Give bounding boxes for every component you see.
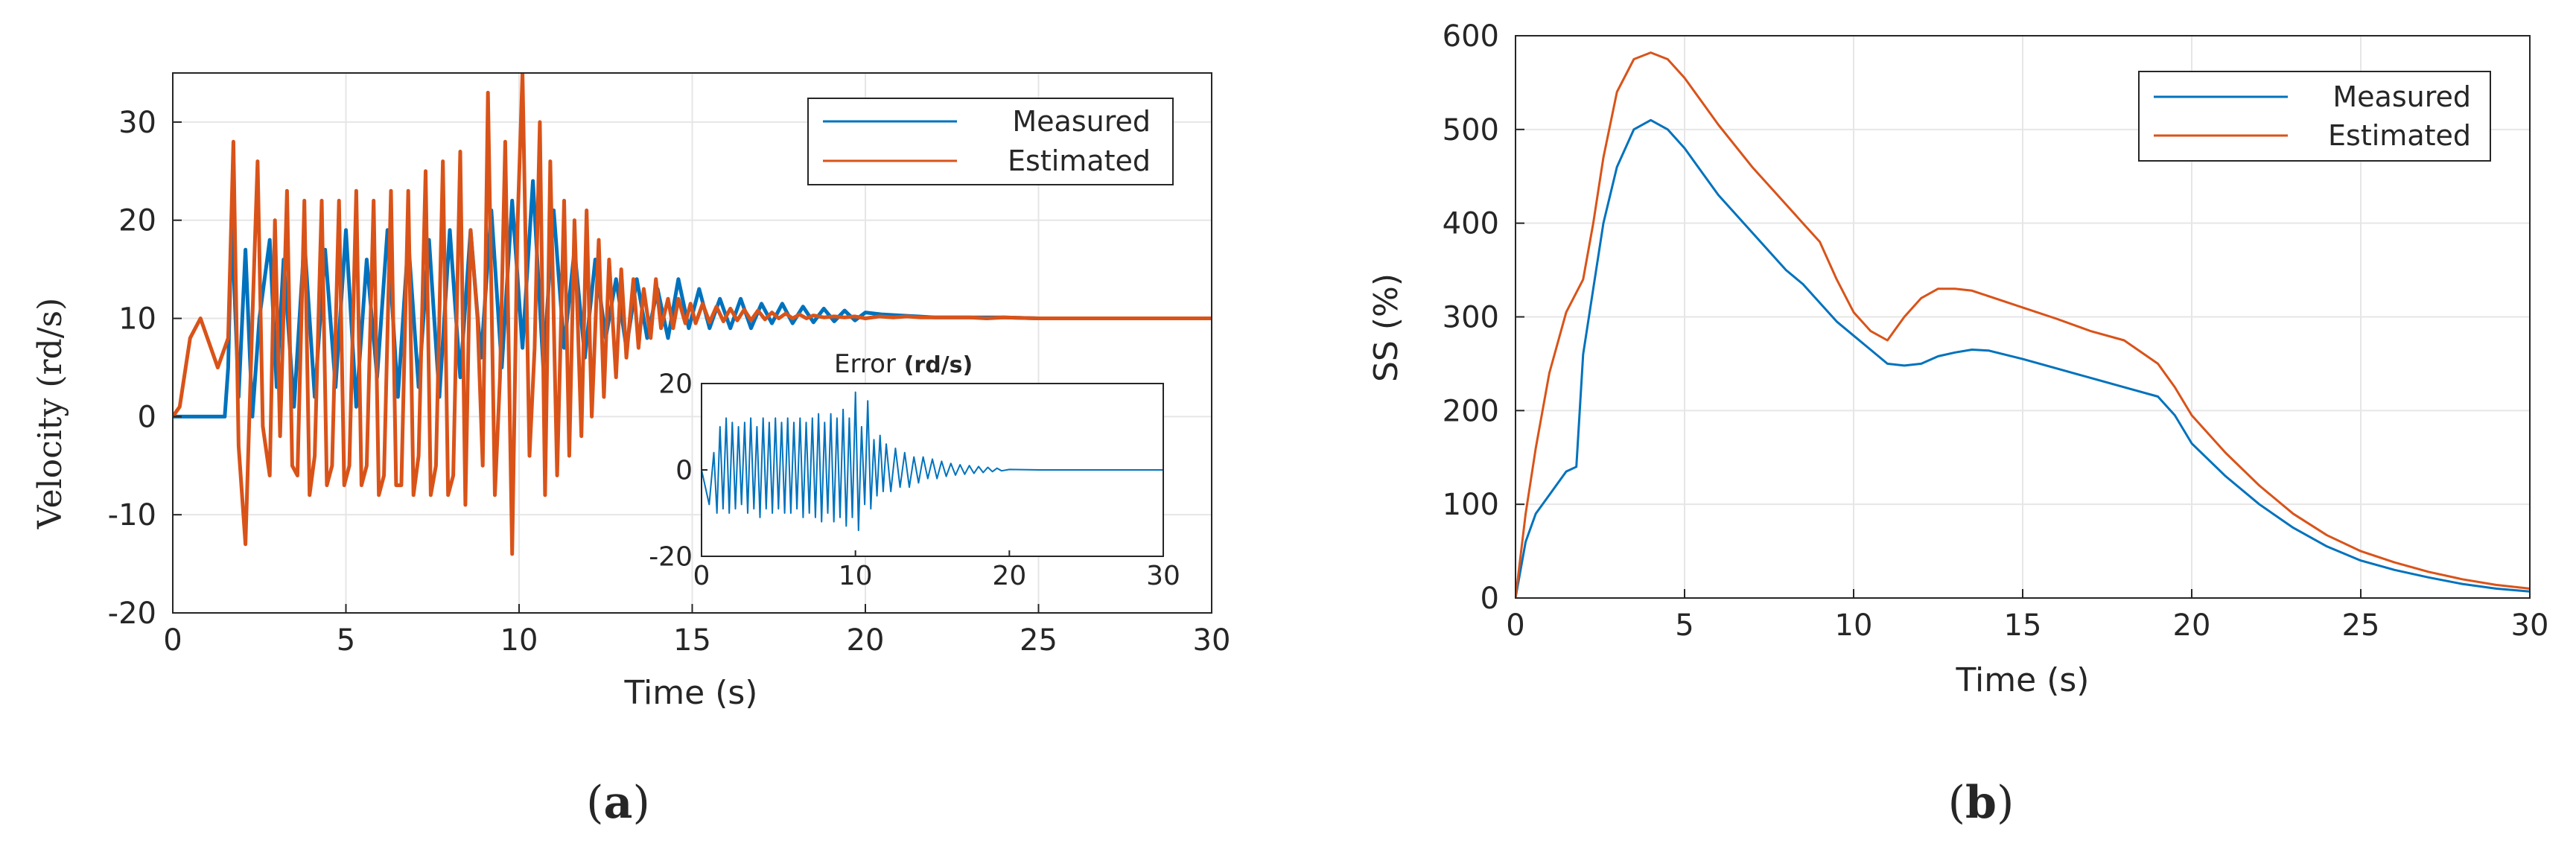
chart-a-inset-title: Error (rd/s) xyxy=(834,349,973,379)
chart-b-legend-estimated: Estimated xyxy=(2328,119,2471,152)
chart-a-inset-title-unit: (rd/s) xyxy=(904,352,973,378)
series-line-estimated xyxy=(1516,51,2530,598)
ytick-label-0: -20 xyxy=(108,597,156,631)
ytick-label-1: 100 xyxy=(1443,488,1499,522)
ytick-label-6: 600 xyxy=(1443,19,1499,54)
chart-a-velocity: 0 5 10 15 20 25 30 -20 -10 0 10 20 30 Time (s) Velo… xyxy=(31,72,1230,829)
caption-a-open: ( xyxy=(586,777,603,829)
xtick-label-2: 20 xyxy=(992,561,1026,591)
caption-b-letter: b xyxy=(1965,777,1997,829)
chart-a-lines xyxy=(173,73,1212,556)
ytick-label-0: 0 xyxy=(1481,582,1499,616)
chart-a-inset-lines xyxy=(702,391,1163,532)
xtick-label-0: 0 xyxy=(693,561,710,591)
chart-a-ylabel: Velocity (rd/s) xyxy=(31,298,69,530)
chart-b-xlabel: Time (s) xyxy=(1956,661,2090,699)
caption-a-letter: a xyxy=(604,777,633,829)
chart-a-inset-title-prefix: Error xyxy=(834,349,904,379)
ytick-label-2: 200 xyxy=(1443,394,1499,428)
xtick-label-0: 0 xyxy=(163,623,182,658)
ytick-label-3: 300 xyxy=(1443,301,1499,335)
xtick-label-2: 10 xyxy=(1835,608,1873,643)
xtick-label-2: 10 xyxy=(500,623,538,658)
xtick-label-4: 20 xyxy=(2173,608,2211,643)
ytick-label-5: 500 xyxy=(1443,113,1499,147)
xtick-label-0: 0 xyxy=(1506,608,1524,643)
xtick-label-5: 25 xyxy=(1020,623,1058,658)
ytick-label-4: 20 xyxy=(118,204,156,238)
ytick-label-2: 0 xyxy=(138,400,156,434)
ytick-label-3: 10 xyxy=(118,302,156,337)
ytick-label-4: 400 xyxy=(1443,207,1499,241)
xtick-label-3: 15 xyxy=(673,623,711,658)
ytick-label-5: 30 xyxy=(118,106,156,140)
xtick-label-1: 10 xyxy=(839,561,873,591)
series-line-estimated xyxy=(173,73,1212,556)
xtick-label-4: 20 xyxy=(847,623,885,658)
caption-b-open: ( xyxy=(1948,777,1965,829)
ytick-label-1: -10 xyxy=(108,498,156,532)
xtick-label-3: 15 xyxy=(2004,608,2042,643)
series-line-error xyxy=(702,391,1163,532)
caption-b-close: ) xyxy=(1997,777,2014,829)
chart-b-legend-box xyxy=(2138,71,2491,162)
chart-a-inset-xticks: 0 10 20 30 xyxy=(693,550,1180,591)
chart-b-ylabel: SS (%) xyxy=(1367,273,1405,382)
xtick-label-6: 30 xyxy=(2511,608,2549,643)
chart-a-legend-measured: Measured xyxy=(1012,105,1151,138)
chart-b-xticks: 0 5 10 15 20 25 30 xyxy=(1506,589,2548,643)
chart-a-xticks: 0 5 10 15 20 25 30 xyxy=(163,604,1230,658)
xtick-label-6: 30 xyxy=(1193,623,1231,658)
ytick-label-1: 0 xyxy=(675,456,693,486)
chart-a-legend-estimated: Estimated xyxy=(1008,144,1151,177)
series-line-measured xyxy=(1516,118,2530,598)
chart-b-legend: Measured Estimated xyxy=(2138,71,2491,162)
xtick-label-3: 30 xyxy=(1146,561,1180,591)
chart-a-yticks: -20 -10 0 10 20 30 xyxy=(108,106,182,631)
ytick-label-2: 20 xyxy=(658,369,693,400)
caption-b: (b) xyxy=(1948,777,2014,829)
chart-a-xlabel: Time (s) xyxy=(624,674,758,712)
chart-a-legend-box xyxy=(807,98,1174,185)
xtick-label-5: 25 xyxy=(2342,608,2380,643)
chart-a-inset-yticks: -20 0 20 xyxy=(649,369,707,573)
chart-b-yticks: 0 100 200 300 400 500 600 xyxy=(1443,19,1524,616)
chart-a-legend: Measured Estimated xyxy=(807,98,1174,185)
chart-b-legend-measured: Measured xyxy=(2332,80,2471,113)
ytick-label-0: -20 xyxy=(649,542,693,573)
chart-b-lines xyxy=(1516,51,2530,598)
caption-a: (a) xyxy=(586,777,650,829)
caption-a-close: ) xyxy=(632,777,649,829)
chart-b-ss: 0 5 10 15 20 25 30 0 100 200 300 400 500 600 Time (s… xyxy=(1367,19,2548,829)
xtick-label-1: 5 xyxy=(337,623,355,658)
xtick-label-1: 5 xyxy=(1675,608,1694,643)
